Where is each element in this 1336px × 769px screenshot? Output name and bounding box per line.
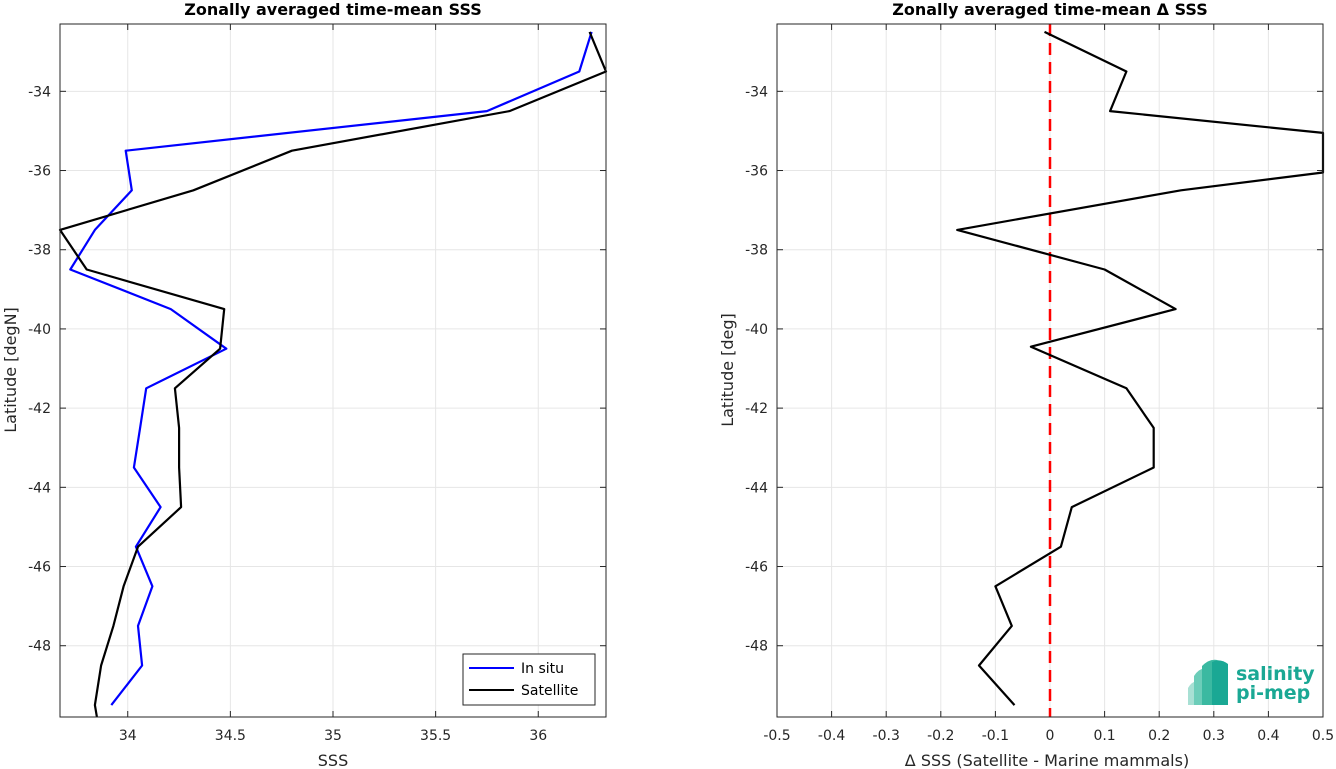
logo-text-pi-mep: pi-mep (1236, 682, 1310, 704)
delta-y-axis-label: Latitude [deg] (718, 313, 737, 427)
y-tick-label: -44 (28, 480, 51, 496)
delta-plot-frame (776, 23, 1324, 718)
x-tick-label: 36 (529, 728, 547, 744)
x-tick-label: -0.5 (763, 728, 790, 744)
sss-chart: 34 34.5 35 35.5 36 -34 -36 -38 -40 -42 -44 -46 -48 Z… (1, 0, 608, 769)
y-tick-label: -38 (745, 243, 768, 259)
series-line-in-situ (69, 31, 593, 706)
logo-text-salinity: salinity (1236, 663, 1315, 685)
sss-plot-frame (59, 23, 607, 718)
x-tick-label: 34.5 (215, 728, 246, 744)
x-tick-label: 34 (119, 728, 137, 744)
sss-y-axis-label: Latitude [degN] (1, 307, 20, 433)
y-tick-label: -36 (28, 164, 51, 180)
legend-label-satellite: Satellite (521, 683, 578, 699)
x-tick-label: 0.2 (1148, 728, 1170, 744)
delta-x-axis-label: Δ SSS (Satellite - Marine mammals) (905, 751, 1189, 769)
x-tick-label: 0.1 (1093, 728, 1115, 744)
y-tick-label: -36 (745, 164, 768, 180)
series-line-satellite (58, 31, 608, 718)
legend-box (462, 653, 596, 706)
x-tick-label: 0.5 (1312, 728, 1334, 744)
x-tick-label: -0.3 (873, 728, 900, 744)
x-tick-label: 0.3 (1203, 728, 1225, 744)
y-tick-label: -46 (28, 560, 51, 576)
sss-legend: In situ Satellite (462, 653, 596, 706)
sss-chart-title: Zonally averaged time-mean SSS (184, 0, 482, 19)
y-tick-label: -38 (28, 243, 51, 259)
x-tick-label: -0.4 (818, 728, 845, 744)
y-tick-label: -42 (745, 401, 768, 417)
delta-ticks: -0.5 -0.4 -0.3 -0.2 -0.1 0 0.1 0.2 0.3 0.4 0.5 -34 -… (745, 24, 1334, 744)
y-tick-label: -48 (28, 639, 51, 655)
y-tick-label: -44 (745, 480, 768, 496)
x-tick-label: 0.4 (1257, 728, 1279, 744)
legend-label-in-situ: In situ (521, 661, 564, 677)
delta-chart-title: Zonally averaged time-mean Δ SSS (892, 0, 1208, 19)
salinity-pi-mep-logo: salinity pi-mep (1188, 659, 1315, 705)
y-tick-label: -40 (745, 322, 768, 338)
sss-x-axis-label: SSS (318, 751, 348, 769)
x-tick-label: 35.5 (420, 728, 451, 744)
x-tick-label: 35 (324, 728, 342, 744)
delta-sss-chart: -0.5 -0.4 -0.3 -0.2 -0.1 0 0.1 0.2 0.3 0.4 0.5 -34 -… (718, 0, 1334, 769)
x-tick-label: -0.1 (982, 728, 1009, 744)
y-tick-label: -42 (28, 401, 51, 417)
sss-ticks: 34 34.5 35 35.5 36 -34 -36 -38 -40 -42 -44 -46 -48 (28, 24, 606, 744)
y-tick-label: -34 (745, 84, 768, 100)
x-tick-label: -0.2 (927, 728, 954, 744)
y-tick-label: -46 (745, 560, 768, 576)
logo-wave-icon (1188, 659, 1228, 705)
y-tick-label: -48 (745, 639, 768, 655)
sss-grid (60, 24, 606, 717)
y-tick-label: -34 (28, 84, 51, 100)
sss-series (58, 31, 608, 718)
y-tick-label: -40 (28, 322, 51, 338)
x-tick-label: 0 (1046, 728, 1055, 744)
